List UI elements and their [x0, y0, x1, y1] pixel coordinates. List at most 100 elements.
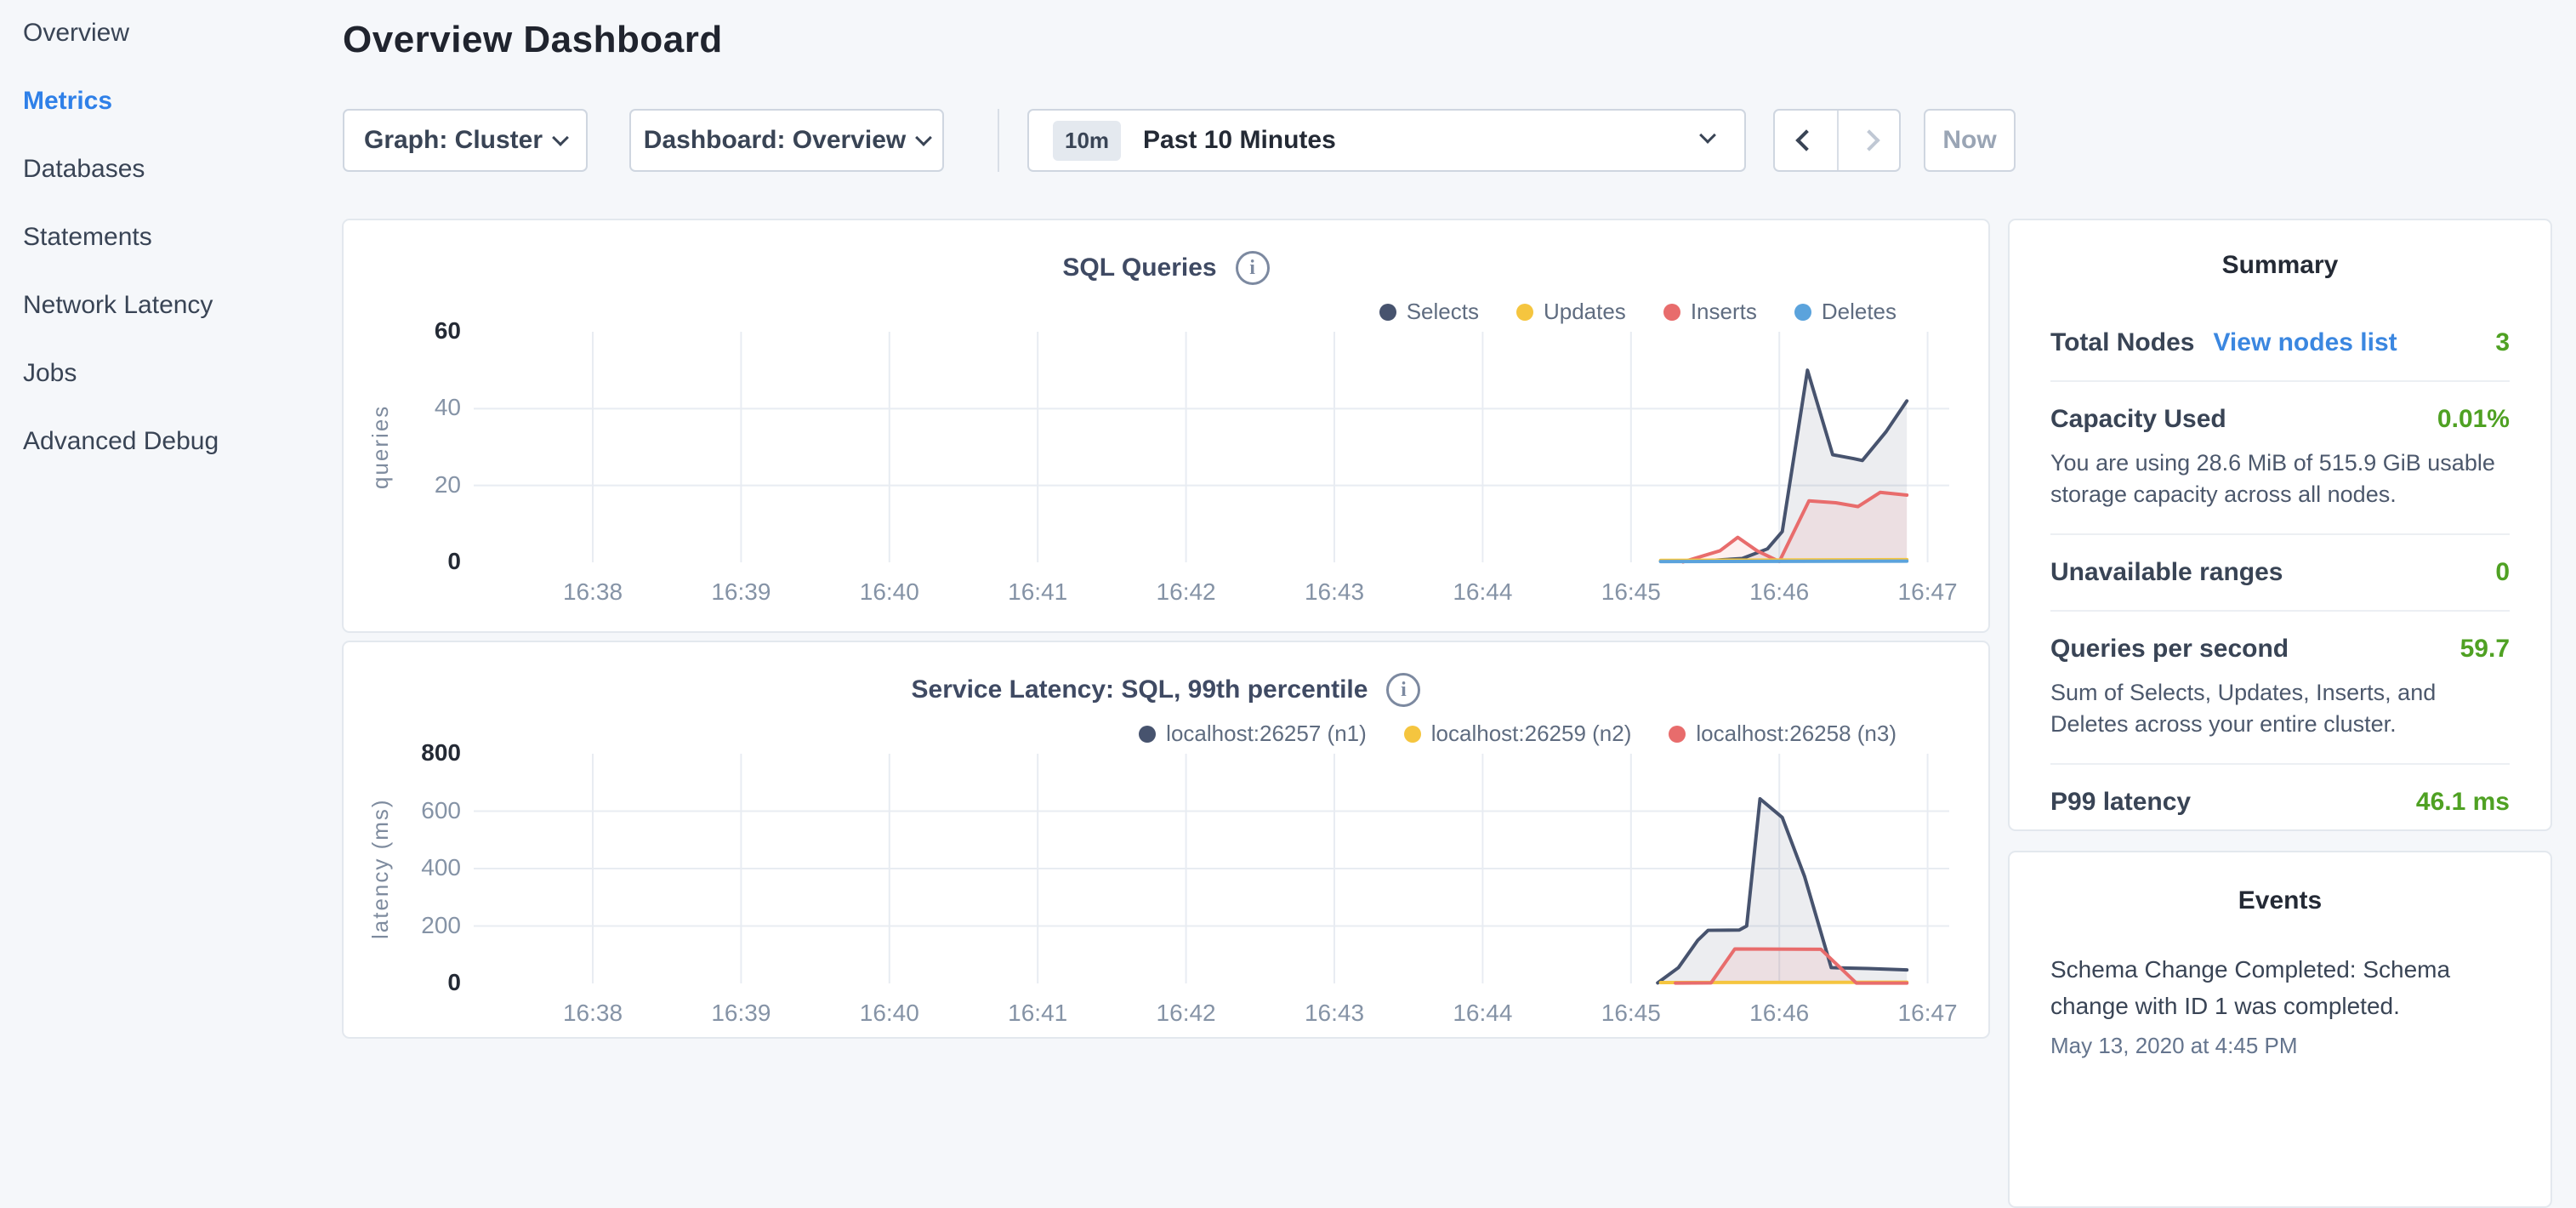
summary-label: Capacity Used — [2050, 405, 2226, 433]
legend-item-n1[interactable]: localhost:26257 (n1) — [1139, 721, 1367, 747]
event-message: Schema Change Completed: Schema change w… — [2050, 956, 2451, 1019]
info-icon[interactable]: i — [1386, 673, 1421, 707]
legend-label: localhost:26258 (n3) — [1696, 721, 1896, 746]
svg-text:16:46: 16:46 — [1749, 578, 1809, 605]
summary-row-p99-latency: P99 latency 46.1 ms — [2050, 765, 2510, 840]
graph-scope-dropdown[interactable]: Graph: Cluster — [343, 109, 588, 172]
summary-value: 46.1 ms — [2415, 788, 2510, 816]
legend-item-selects[interactable]: Selects — [1379, 299, 1479, 325]
y-tick-label: 200 — [421, 911, 461, 938]
summary-title: Summary — [2221, 251, 2339, 279]
legend-item-deletes[interactable]: Deletes — [1794, 299, 1896, 325]
chevron-down-icon — [552, 129, 569, 146]
chart-title: SQL Queries — [1062, 254, 1217, 282]
y-tick-label: 600 — [421, 796, 461, 823]
summary-label: P99 latency — [2050, 788, 2192, 816]
svg-text:16:45: 16:45 — [1601, 578, 1661, 605]
sidebar-item-network-latency[interactable]: Network Latency — [23, 291, 213, 319]
svg-text:16:47: 16:47 — [1898, 578, 1958, 605]
time-pager — [1773, 109, 1901, 172]
summary-description: You are using 28.6 MiB of 515.9 GiB usab… — [2050, 450, 2495, 507]
service-latency-plot[interactable]: 16:38 16:39 16:40 16:41 16:42 16:43 16:44 16:45… — [474, 754, 2000, 1039]
chart-title: Service Latency: SQL, 99th percentile — [911, 675, 1368, 704]
y-tick-label: 0 — [447, 969, 461, 995]
summary-description: Sum of Selects, Updates, Inserts, and De… — [2050, 680, 2437, 737]
svg-text:16:45: 16:45 — [1601, 1000, 1661, 1026]
y-axis-ticks: 0 200 400 600 800 — [386, 739, 461, 995]
series-dot — [1139, 725, 1157, 743]
svg-text:16:42: 16:42 — [1157, 578, 1216, 605]
svg-text:16:38: 16:38 — [563, 578, 623, 605]
info-icon[interactable]: i — [1235, 251, 1270, 285]
event-list-item[interactable]: Schema Change Completed: Schema change w… — [2050, 951, 2510, 1059]
view-nodes-list-link[interactable]: View nodes list — [2213, 328, 2397, 356]
legend-label: Deletes — [1821, 299, 1896, 324]
sidebar-item-databases[interactable]: Databases — [23, 155, 145, 183]
summary-value: 0.01% — [2437, 405, 2510, 433]
time-range-label: Past 10 Minutes — [1143, 126, 1336, 154]
y-tick-label: 800 — [421, 739, 461, 766]
dashboard-dropdown-label: Dashboard: Overview — [643, 126, 907, 154]
prev-time-button[interactable] — [1775, 111, 1837, 170]
sidebar-item-metrics[interactable]: Metrics — [23, 87, 113, 115]
legend-label: localhost:26257 (n1) — [1166, 721, 1367, 746]
events-title: Events — [2238, 886, 2323, 915]
svg-text:16:43: 16:43 — [1305, 1000, 1364, 1026]
svg-text:16:46: 16:46 — [1749, 1000, 1809, 1026]
series-dot — [1663, 303, 1680, 321]
svg-text:16:43: 16:43 — [1305, 578, 1364, 605]
time-range-dropdown[interactable]: 10m Past 10 Minutes — [1027, 109, 1746, 172]
summary-value: 0 — [2495, 558, 2510, 586]
y-tick-label: 40 — [434, 394, 461, 421]
svg-text:16:42: 16:42 — [1157, 1000, 1216, 1026]
legend-label: localhost:26259 (n2) — [1430, 721, 1632, 746]
svg-text:16:44: 16:44 — [1453, 578, 1512, 605]
chart-legend: Selects Updates Inserts Deletes — [1379, 299, 1896, 325]
toolbar-divider — [998, 109, 999, 172]
page-title: Overview Dashboard — [343, 19, 723, 60]
graph-scope-label: Graph: Cluster — [363, 126, 543, 154]
y-tick-label: 20 — [434, 470, 461, 498]
svg-text:16:38: 16:38 — [563, 1000, 623, 1026]
sidebar-item-overview[interactable]: Overview — [23, 19, 130, 47]
summary-label: Total Nodes — [2050, 328, 2195, 356]
legend-item-n3[interactable]: localhost:26258 (n3) — [1669, 721, 1896, 747]
sidebar-item-statements[interactable]: Statements — [23, 223, 152, 251]
summary-value: 3 — [2495, 328, 2510, 356]
summary-label: Unavailable ranges — [2050, 558, 2283, 586]
dashboard-dropdown[interactable]: Dashboard: Overview — [629, 109, 944, 172]
sidebar-item-advanced-debug[interactable]: Advanced Debug — [23, 427, 219, 455]
series-dot — [1403, 725, 1421, 743]
chevron-down-icon — [1699, 127, 1716, 144]
service-latency-chart-card: Service Latency: SQL, 99th percentile i … — [342, 641, 1990, 1039]
svg-text:16:44: 16:44 — [1453, 1000, 1512, 1026]
legend-label: Inserts — [1690, 299, 1757, 324]
summary-row-total-nodes: Total Nodes View nodes list 3 — [2050, 305, 2510, 382]
chevron-down-icon — [915, 129, 933, 146]
svg-text:16:41: 16:41 — [1008, 1000, 1067, 1026]
summary-row-unavailable-ranges: Unavailable ranges 0 — [2050, 535, 2510, 612]
summary-panel: Summary Total Nodes View nodes list 3 Ca… — [2008, 219, 2552, 831]
events-panel: Events Schema Change Completed: Schema c… — [2008, 851, 2552, 1208]
now-button[interactable]: Now — [1924, 109, 2016, 172]
chevron-right-icon — [1857, 129, 1880, 151]
sql-queries-chart-card: SQL Queries i Selects Updates Inserts De… — [342, 219, 1990, 633]
y-tick-label: 60 — [434, 317, 461, 344]
legend-item-updates[interactable]: Updates — [1515, 299, 1626, 325]
event-timestamp: May 13, 2020 at 4:45 PM — [2050, 1033, 2298, 1058]
svg-text:16:39: 16:39 — [711, 578, 771, 605]
legend-label: Selects — [1406, 299, 1479, 324]
series-dot — [1515, 303, 1533, 321]
summary-value: 59.7 — [2459, 635, 2510, 663]
svg-text:16:39: 16:39 — [711, 1000, 771, 1026]
y-tick-label: 0 — [447, 548, 461, 574]
next-time-button[interactable] — [1837, 111, 1899, 170]
y-axis-ticks: 0 20 40 60 — [386, 317, 461, 574]
sidebar-item-jobs[interactable]: Jobs — [23, 359, 77, 387]
summary-row-capacity-used: Capacity Used 0.01% You are using 28.6 M… — [2050, 382, 2510, 535]
sql-queries-plot[interactable]: 16:38 16:39 16:40 16:41 16:42 16:43 16:44 16:45… — [474, 332, 2000, 618]
legend-label: Updates — [1543, 299, 1626, 324]
legend-item-inserts[interactable]: Inserts — [1663, 299, 1757, 325]
summary-row-queries-per-second: Queries per second 59.7 Sum of Selects, … — [2050, 612, 2510, 765]
legend-item-n2[interactable]: localhost:26259 (n2) — [1403, 721, 1632, 747]
